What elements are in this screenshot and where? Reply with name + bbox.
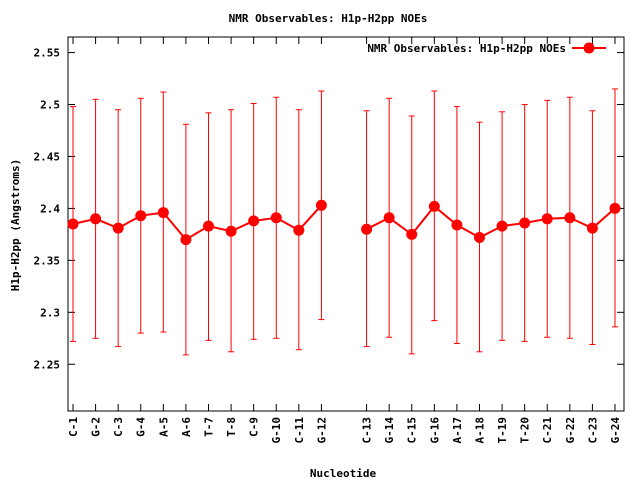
x-tick-label: C-23 (586, 417, 599, 444)
data-point (609, 202, 621, 214)
x-tick-label: C-3 (112, 417, 125, 437)
y-tick-label: 2.45 (34, 150, 61, 163)
data-point (361, 223, 373, 235)
x-tick-label: G-22 (564, 417, 577, 444)
x-tick-label: G-2 (90, 417, 103, 437)
x-tick-label: G-4 (135, 417, 148, 437)
x-tick-label: C-9 (248, 417, 261, 437)
data-point (541, 213, 553, 225)
x-tick-label: T-7 (202, 417, 215, 437)
data-point (225, 225, 237, 237)
y-tick-label: 2.55 (34, 47, 61, 60)
plot-area: 2.25 2.3 2.35 2.4 2.45 2.5 2.55 C-1 G-2 C-3 G-4 A-5… (34, 36, 625, 444)
y-tick-label: 2.5 (40, 99, 60, 112)
series-line (72, 204, 323, 241)
data-point (496, 220, 508, 232)
x-tick-label: C-13 (361, 417, 374, 444)
x-tick-label: C-1 (67, 417, 80, 437)
data-point (180, 234, 192, 246)
data-point (67, 218, 79, 230)
x-tick-label: G-16 (428, 417, 441, 444)
x-tick-label: A-18 (473, 417, 486, 444)
x-tick-label: C-11 (293, 417, 306, 444)
x-tick-label: A-6 (180, 417, 193, 437)
data-point (202, 220, 214, 232)
data-point (428, 200, 440, 212)
data-point (112, 222, 124, 234)
x-tick-label: T-19 (496, 417, 509, 444)
legend-label: NMR Observables: H1p-H2pp NOEs (367, 42, 566, 55)
y-tick-label: 2.4 (40, 202, 60, 215)
data-point (90, 213, 102, 225)
chart-title: NMR Observables: H1p-H2pp NOEs (229, 12, 428, 25)
data-point (135, 210, 147, 222)
data-point (586, 222, 598, 234)
y-tick-label: 2.35 (34, 254, 61, 267)
y-tick-label: 2.3 (40, 306, 60, 319)
data-point (157, 207, 169, 219)
data-point (315, 199, 327, 211)
x-tick-label: T-20 (519, 417, 532, 444)
data-point (248, 215, 260, 227)
legend: NMR Observables: H1p-H2pp NOEs (367, 42, 606, 55)
data-point (564, 212, 576, 224)
data-point (270, 212, 282, 224)
x-tick-label: C-15 (406, 417, 419, 444)
data-point (293, 224, 305, 236)
x-tick-label: A-17 (451, 417, 464, 444)
x-axis-label: Nucleotide (310, 467, 377, 480)
legend-marker (583, 42, 595, 54)
x-tick-label: G-10 (270, 417, 283, 444)
series-line (366, 204, 616, 239)
data-point (406, 228, 418, 240)
data-point (519, 217, 531, 229)
x-tick-label: C-21 (541, 417, 554, 444)
y-tick-label: 2.25 (34, 358, 61, 371)
x-tick-label: G-24 (609, 417, 622, 444)
x-tick-label: T-8 (225, 417, 238, 437)
x-tick-label: G-14 (383, 417, 396, 444)
y-axis-label: H1p-H2pp (Angstroms) (9, 159, 22, 291)
data-point (383, 212, 395, 224)
data-point (473, 232, 485, 244)
plot-border (67, 36, 625, 412)
x-tick-label: A-5 (157, 417, 170, 437)
x-tick-label: G-12 (315, 417, 328, 444)
data-point (451, 219, 463, 231)
